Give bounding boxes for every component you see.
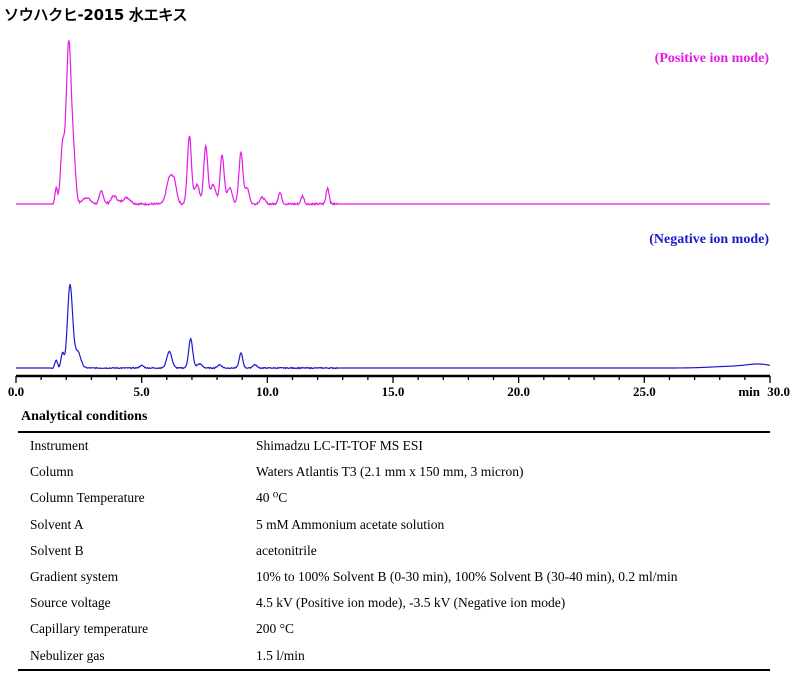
analytical-conditions: Analytical conditions Instrument Shimadzu… [18,409,770,671]
tick-label: 15.0 [382,384,405,399]
x-axis: 0.0 5.0 10.0 15.0 20.0 25.0 30.0 min [8,374,790,399]
series-layer: (Positive ion mode) (Negative ion mode) [16,40,771,370]
conditions-table: Instrument Shimadzu LC-IT-TOF MS ESI Colu… [18,431,770,671]
tick-label: 20.0 [507,384,530,399]
condition-value: Waters Atlantis T3 (2.1 mm x 150 mm, 3 m… [256,464,524,480]
condition-key: Solvent B [30,542,84,558]
series-label: (Positive ion mode) [655,51,770,66]
table-row: Solvent A 5 mM Ammonium acetate solution [18,512,770,538]
condition-key: Column Temperature [30,490,145,506]
condition-key: Solvent A [30,516,84,532]
condition-value: 200 °C [256,621,295,637]
condition-value: 4.5 kV (Positive ion mode), -3.5 kV (Neg… [256,595,566,611]
condition-value: 40 ⁰C [256,490,288,506]
table-row: Instrument Shimadzu LC-IT-TOF MS ESI [18,432,770,459]
page-title: ソウハクヒ-2015 水エキス [4,6,188,24]
table-row: Capillary temperature 200 °C [18,616,770,642]
table-row: Nebulizer gas 1.5 l/min [18,643,770,670]
table-row: Source voltage 4.5 kV (Positive ion mode)… [18,590,770,616]
condition-key: Column [30,464,74,480]
table-row: Column Temperature 40 ⁰C [18,485,770,511]
tick-label: 5.0 [134,384,150,399]
chromatogram-chart: (Positive ion mode) (Negative ion mode) 0… [8,40,790,399]
tick-label: 30.0 [767,384,790,399]
table-row: Gradient system 10% to 100% Solvent B (0-… [18,564,770,590]
condition-value: acetonitrile [256,542,317,558]
table-row: Solvent B acetonitrile [18,538,770,564]
condition-key: Nebulizer gas [30,647,105,663]
condition-value: 5 mM Ammonium acetate solution [256,516,445,532]
tick-label: 25.0 [633,384,656,399]
x-axis-unit: min [738,384,760,399]
condition-value: 1.5 l/min [256,647,305,663]
series-line-negative [16,283,771,370]
conditions-heading: Analytical conditions [21,409,148,424]
series-label: (Negative ion mode) [649,232,769,247]
condition-key: Capillary temperature [30,621,149,637]
tick-label: 0.0 [8,384,24,399]
condition-key: Source voltage [30,595,111,611]
table-row: Column Waters Atlantis T3 (2.1 mm x 150 m… [18,459,770,485]
condition-key: Instrument [30,438,89,454]
series-line-positive [16,40,770,207]
tick-label: 10.0 [256,384,279,399]
condition-value: 10% to 100% Solvent B (0-30 min), 100% S… [256,569,678,585]
condition-value: Shimadzu LC-IT-TOF MS ESI [256,438,423,454]
condition-key: Gradient system [30,569,119,585]
